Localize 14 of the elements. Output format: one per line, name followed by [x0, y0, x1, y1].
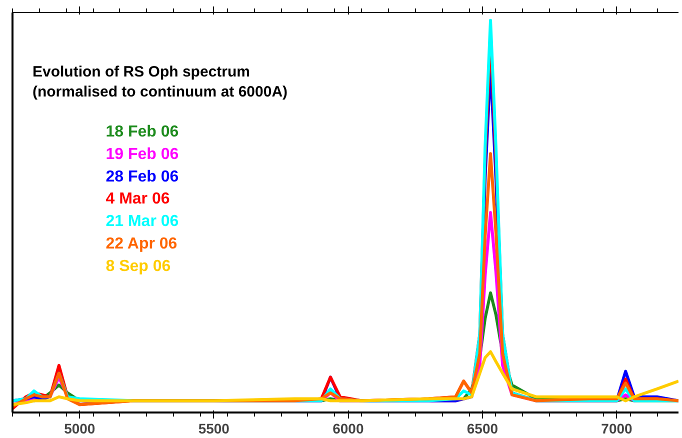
text: 19 Feb 06: [106, 146, 179, 163]
x-tick-label: 6500: [466, 420, 498, 436]
text: 22 Apr 06: [106, 236, 178, 252]
x-tick-label: 6000: [332, 420, 364, 436]
text: 18 Feb 06: [106, 124, 179, 140]
text: (normalised to continuum at 6000A): [32, 84, 288, 100]
x-tick-label: 5500: [198, 420, 230, 436]
text: Evolution of RS Oph spectrum: [32, 64, 250, 80]
text: 28 Feb 06: [106, 168, 179, 186]
x-tick-label: 7000: [601, 420, 633, 436]
x-tick-label: 5000: [64, 420, 96, 436]
text: 21 Mar 06: [106, 213, 179, 230]
text: 4 Mar 06: [106, 190, 170, 208]
text: 8 Sep 06: [106, 258, 171, 275]
